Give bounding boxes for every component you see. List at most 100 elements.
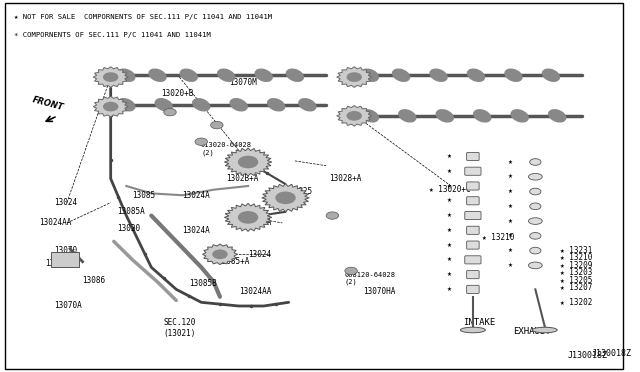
Circle shape <box>348 112 361 120</box>
FancyBboxPatch shape <box>467 182 479 190</box>
Text: 13020+B: 13020+B <box>161 89 193 98</box>
Text: 13024A: 13024A <box>182 226 211 235</box>
Text: ⊘08120-64028
(2): ⊘08120-64028 (2) <box>345 272 396 285</box>
Ellipse shape <box>156 99 172 111</box>
Ellipse shape <box>287 69 303 81</box>
Text: ★: ★ <box>508 263 513 268</box>
Text: ★: ★ <box>447 154 452 159</box>
Circle shape <box>345 267 357 275</box>
Ellipse shape <box>511 110 528 122</box>
Ellipse shape <box>460 327 485 333</box>
Polygon shape <box>225 203 272 231</box>
Text: ★: ★ <box>447 243 452 248</box>
FancyBboxPatch shape <box>467 270 479 279</box>
Ellipse shape <box>548 110 566 122</box>
Ellipse shape <box>118 99 135 111</box>
Ellipse shape <box>362 69 378 81</box>
Circle shape <box>195 138 207 145</box>
FancyBboxPatch shape <box>465 256 481 264</box>
Ellipse shape <box>530 159 541 165</box>
Text: J130018Z: J130018Z <box>567 350 607 359</box>
Polygon shape <box>337 106 372 126</box>
Circle shape <box>104 73 118 81</box>
Ellipse shape <box>529 262 542 269</box>
Circle shape <box>213 250 227 259</box>
FancyBboxPatch shape <box>465 211 481 219</box>
Text: 13070M: 13070M <box>229 78 257 87</box>
Circle shape <box>164 109 176 116</box>
Ellipse shape <box>193 99 210 111</box>
Text: EXHAUST: EXHAUST <box>513 327 551 336</box>
Ellipse shape <box>218 69 235 81</box>
Ellipse shape <box>505 69 522 81</box>
Ellipse shape <box>149 69 166 81</box>
Text: 13070C: 13070C <box>45 259 73 268</box>
Text: ★ 13210: ★ 13210 <box>560 253 593 263</box>
Text: ★: ★ <box>508 189 513 194</box>
Ellipse shape <box>474 110 491 122</box>
FancyBboxPatch shape <box>467 226 479 234</box>
Ellipse shape <box>299 99 316 111</box>
Polygon shape <box>262 184 309 212</box>
Ellipse shape <box>529 173 542 180</box>
Text: 13025+A: 13025+A <box>239 218 271 227</box>
Text: 13070A: 13070A <box>54 301 82 311</box>
Circle shape <box>104 102 118 111</box>
Text: 13028+A: 13028+A <box>329 174 362 183</box>
Text: 13024AA: 13024AA <box>39 218 71 227</box>
Text: SEC.120
(13021): SEC.120 (13021) <box>164 318 196 338</box>
Ellipse shape <box>530 188 541 195</box>
Text: ★: ★ <box>508 233 513 238</box>
Ellipse shape <box>530 203 541 210</box>
Text: ★: ★ <box>508 248 513 253</box>
Circle shape <box>239 156 257 168</box>
FancyBboxPatch shape <box>467 197 479 205</box>
Text: 13025: 13025 <box>289 187 312 196</box>
Text: ★ 13207: ★ 13207 <box>560 283 593 292</box>
Circle shape <box>276 192 295 203</box>
FancyBboxPatch shape <box>467 241 479 249</box>
Text: 13020: 13020 <box>117 224 140 233</box>
Text: J130018Z: J130018Z <box>591 350 632 359</box>
FancyBboxPatch shape <box>467 153 479 161</box>
Ellipse shape <box>430 69 447 81</box>
Ellipse shape <box>362 110 378 122</box>
Ellipse shape <box>530 247 541 254</box>
Polygon shape <box>337 67 372 87</box>
Ellipse shape <box>180 69 197 81</box>
Circle shape <box>239 212 257 223</box>
Text: ★: ★ <box>447 198 452 203</box>
Text: ★ 13205: ★ 13205 <box>560 276 593 285</box>
Polygon shape <box>93 67 128 87</box>
Text: ★: ★ <box>447 272 452 277</box>
Ellipse shape <box>543 69 559 81</box>
Text: 13085B: 13085B <box>189 279 216 288</box>
Text: 13024: 13024 <box>248 250 271 259</box>
Text: 13085A: 13085A <box>117 207 145 217</box>
Circle shape <box>211 121 223 129</box>
Text: 13086: 13086 <box>83 276 106 285</box>
Text: 13070HA: 13070HA <box>364 287 396 296</box>
Text: ★ 13209: ★ 13209 <box>560 261 593 270</box>
Ellipse shape <box>530 232 541 239</box>
Polygon shape <box>225 148 272 176</box>
FancyBboxPatch shape <box>465 167 481 175</box>
Text: ★: ★ <box>508 174 513 179</box>
Text: 13070: 13070 <box>54 246 77 255</box>
Ellipse shape <box>399 110 416 122</box>
Polygon shape <box>202 244 237 264</box>
Text: ★: ★ <box>447 213 452 218</box>
Text: ★: ★ <box>447 257 452 262</box>
Text: ∗ COMPORNENTS OF SEC.111 P/C 11041 AND 11041M: ∗ COMPORNENTS OF SEC.111 P/C 11041 AND 1… <box>14 32 211 38</box>
Text: ★ 13231: ★ 13231 <box>560 246 593 255</box>
Bar <box>51 253 79 267</box>
Text: ★ 13020+C: ★ 13020+C <box>429 185 471 194</box>
Text: ⊘13020-64028
(2): ⊘13020-64028 (2) <box>201 142 252 156</box>
Text: INTAKE: INTAKE <box>463 318 496 327</box>
Text: ★: ★ <box>508 204 513 209</box>
Circle shape <box>348 73 361 81</box>
Ellipse shape <box>118 69 135 81</box>
Circle shape <box>326 212 339 219</box>
Ellipse shape <box>230 99 247 111</box>
Text: 13024: 13024 <box>54 198 77 207</box>
